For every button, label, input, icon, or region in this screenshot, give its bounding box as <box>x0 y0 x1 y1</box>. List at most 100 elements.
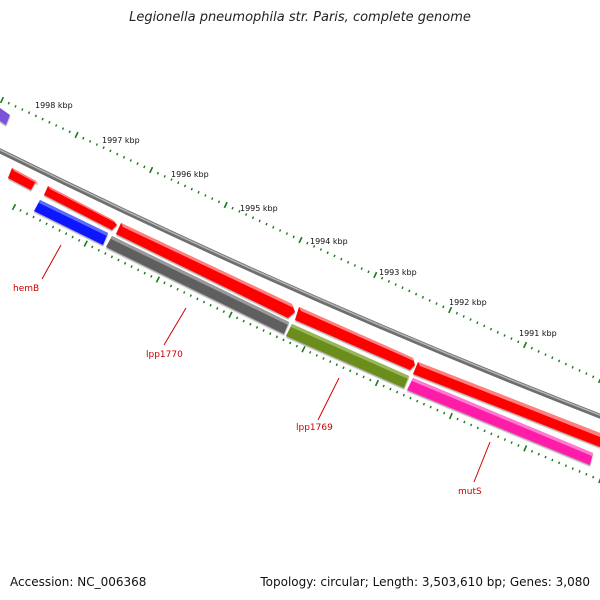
scale-tick-outer <box>278 229 282 232</box>
scale-tick-inner <box>578 470 581 473</box>
scale-tick-outer <box>298 236 303 244</box>
scale-tick-outer <box>251 216 255 220</box>
scale-tick-outer <box>48 120 51 124</box>
scale-tick-outer <box>68 130 71 134</box>
scale-tick-outer <box>522 341 528 349</box>
scale-tick-inner <box>592 475 595 479</box>
scale-tick-outer <box>564 362 568 366</box>
scale-tick-outer <box>373 271 378 279</box>
scale-tick-inner <box>416 399 419 403</box>
scale-tick-inner <box>369 378 372 382</box>
scale-tick-outer <box>408 289 411 293</box>
scale-tick-outer <box>517 340 520 344</box>
scale-tick-inner <box>448 412 453 420</box>
scale-tick-inner <box>77 238 81 242</box>
scale-tick-inner <box>143 271 146 275</box>
feature-fragment-purple[interactable] <box>0 108 10 125</box>
scale-tick-inner <box>544 455 547 459</box>
scale-tick-inner <box>395 390 399 394</box>
scale-tick-inner <box>342 366 345 370</box>
scale-tick-outer <box>462 315 465 318</box>
scale-tick-inner <box>189 294 192 298</box>
scale-label-1995: 1995 kbp <box>240 204 278 213</box>
scale-tick-outer <box>136 162 139 166</box>
scale-tick-inner <box>222 310 226 314</box>
scale-tick-outer <box>129 159 132 162</box>
scale-tick-inner <box>38 218 42 222</box>
scale-tick-outer <box>14 104 17 108</box>
gene-mutS-bar[interactable] <box>407 378 593 465</box>
gene-label-lpp1769[interactable]: lpp1769 <box>296 423 333 433</box>
scale-tick-outer <box>156 171 160 175</box>
gene-lpp1769-bar[interactable] <box>286 324 409 388</box>
scale-tick-outer <box>585 372 588 375</box>
feature-cds-e[interactable] <box>413 362 600 447</box>
scale-tick-outer <box>204 194 207 197</box>
scale-tick-inner <box>463 420 466 424</box>
scale-tick-outer <box>170 178 173 181</box>
scale-tick-inner <box>19 208 22 212</box>
scale-tick-inner <box>315 354 318 357</box>
scale-tick-outer <box>272 225 275 229</box>
scale-tick-outer <box>74 131 79 139</box>
scale-tick-outer <box>21 108 24 111</box>
scale-tick-inner <box>282 338 285 342</box>
scale-tick-inner <box>58 228 61 232</box>
scale-tick-outer <box>469 318 472 321</box>
scale-tick-outer <box>455 311 459 315</box>
gene-lpp1770-bar[interactable] <box>106 236 289 334</box>
scale-tick-outer <box>55 124 58 127</box>
scale-tick-outer <box>292 235 295 239</box>
scale-tick-inner <box>64 232 68 236</box>
scale-tick-outer <box>333 254 336 258</box>
scale-tick-inner <box>216 306 219 310</box>
scale-tick-inner <box>262 329 265 332</box>
scale-tick-outer <box>380 276 384 280</box>
scale-tick-inner <box>45 222 48 226</box>
scale-tick-inner <box>163 281 166 285</box>
scale-labels: 1998 kbp 1997 kbp 1996 kbp 1995 kbp 1994… <box>35 101 557 338</box>
scale-tick-inner <box>301 345 306 353</box>
scale-tick-inner <box>436 408 439 412</box>
scale-tick-outer <box>0 96 5 104</box>
scale-tick-outer <box>149 166 154 174</box>
scale-tick-outer <box>238 210 241 213</box>
scale-tick-outer <box>61 127 65 131</box>
scale-label-1991: 1991 kbp <box>519 329 557 338</box>
scale-tick-outer <box>285 232 289 235</box>
scale-tick-outer <box>102 146 105 150</box>
scale-tick-inner <box>51 225 55 229</box>
gene-label-lpp1770[interactable]: lpp1770 <box>146 350 183 360</box>
gene-label-hemB[interactable]: hemB <box>13 284 39 294</box>
scale-tick-inner <box>117 258 120 262</box>
gene-hemB-bar[interactable] <box>34 200 108 245</box>
feature-cds-c[interactable] <box>116 223 295 318</box>
scale-tick-outer <box>394 283 397 286</box>
scale-tick-inner <box>510 441 513 444</box>
scale-tick-inner <box>196 297 199 301</box>
scale-tick-outer <box>414 292 418 296</box>
scale-ticks-inner <box>11 203 600 484</box>
scale-tick-outer <box>211 197 214 200</box>
scale-tick-outer <box>401 286 404 290</box>
feature-cds-b[interactable] <box>44 186 117 230</box>
scale-tick-inner <box>202 300 206 304</box>
scale-tick-inner <box>469 423 473 427</box>
scale-tick-outer <box>319 248 323 251</box>
scale-tick-inner <box>483 429 486 433</box>
scale-tick-inner <box>598 477 600 484</box>
scale-tick-outer <box>217 200 221 204</box>
scale-tick-inner <box>130 265 133 268</box>
scale-tick-outer <box>360 267 363 270</box>
feature-cds-d[interactable] <box>295 307 415 370</box>
scale-tick-inner <box>335 363 338 367</box>
scale-tick-outer <box>435 302 438 305</box>
feature-cds-a[interactable] <box>8 168 36 190</box>
scale-tick-inner <box>83 240 88 247</box>
scale-tick-inner <box>123 261 127 265</box>
scale-tick-outer <box>34 114 38 118</box>
gene-label-mutS[interactable]: mutS <box>458 487 482 497</box>
scale-tick-outer <box>428 299 431 302</box>
scale-tick-inner <box>97 248 100 252</box>
